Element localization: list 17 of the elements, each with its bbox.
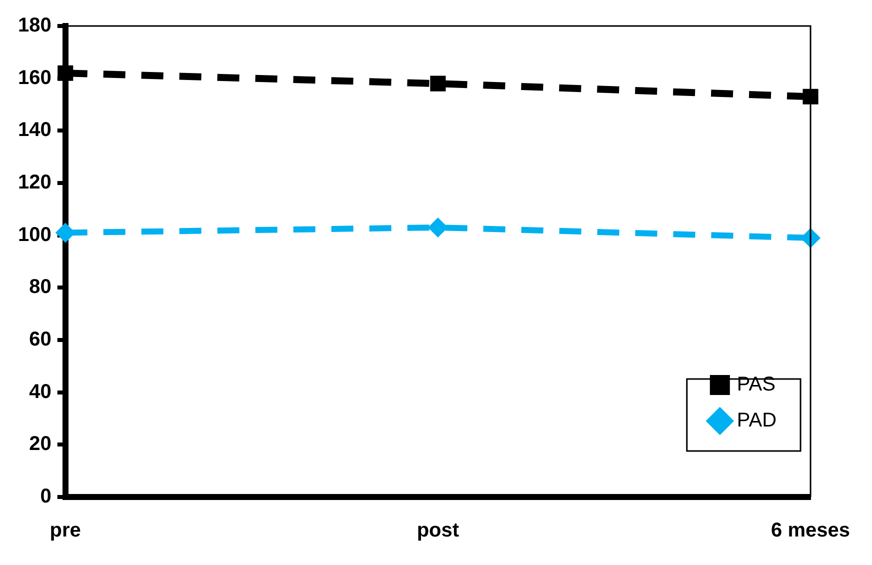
- y-tick-label: 0: [40, 486, 52, 508]
- x-tick-label: 6 meses: [771, 520, 850, 542]
- y-tick-label: 40: [29, 380, 52, 403]
- y-tick-label: 180: [18, 14, 52, 37]
- y-tick-label: 100: [18, 224, 52, 246]
- legend-label: PAD: [736, 410, 777, 432]
- point: [58, 65, 74, 81]
- x-tick-label: post: [416, 520, 460, 542]
- point: [430, 76, 446, 92]
- y-tick-label: 80: [29, 276, 52, 298]
- y-tick-label: 60: [29, 328, 52, 351]
- y-tick-label: 160: [18, 66, 52, 89]
- y-tick-label: 140: [18, 119, 52, 142]
- y-tick-label: 120: [18, 172, 52, 194]
- y-tick-label: 20: [29, 433, 52, 456]
- x-tick-label: pre: [50, 520, 81, 542]
- point: [802, 88, 818, 104]
